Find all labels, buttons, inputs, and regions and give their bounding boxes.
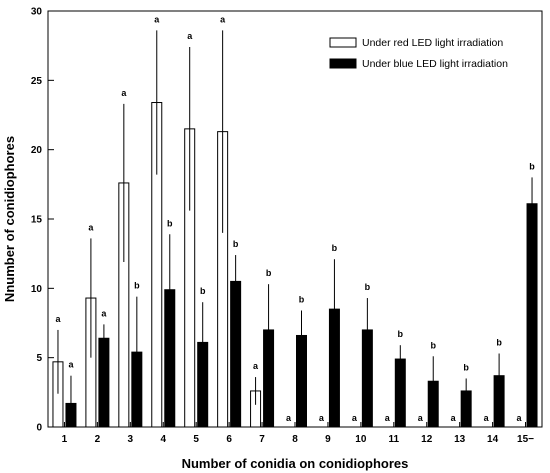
x-tick-label: 15− <box>517 434 534 445</box>
x-tick-label: 9 <box>325 434 331 445</box>
bar-blue-led <box>526 203 538 428</box>
x-tick-label: 8 <box>292 434 298 445</box>
legend-label-blue-led: Under blue LED light irradiation <box>362 58 508 70</box>
x-tick-label: 3 <box>128 434 134 445</box>
x-tick-label: 5 <box>193 434 199 445</box>
y-tick-label: 15 <box>31 215 43 226</box>
significance-letter: a <box>220 14 226 24</box>
significance-letter: b <box>200 286 206 296</box>
x-tick-label: 10 <box>355 434 367 445</box>
x-tick-label: 6 <box>226 434 232 445</box>
significance-letter: a <box>517 413 523 423</box>
significance-letter: b <box>134 281 140 291</box>
significance-letter: b <box>496 338 502 348</box>
significance-letter: b <box>332 243 338 253</box>
x-tick-label: 12 <box>421 434 433 445</box>
significance-letter: b <box>266 268 272 278</box>
legend-swatch-blue-led <box>329 58 357 69</box>
significance-letter: a <box>187 31 193 41</box>
x-tick-label: 14 <box>487 434 499 445</box>
x-tick-label: 7 <box>259 434 265 445</box>
y-tick-label: 25 <box>31 76 43 87</box>
legend: Under red LED light irradiation Under bl… <box>329 37 508 70</box>
significance-letter: b <box>167 218 173 228</box>
significance-letter: b <box>430 340 436 350</box>
significance-letter: a <box>88 222 94 232</box>
significance-letter: b <box>463 362 469 372</box>
significance-letter: b <box>233 239 239 249</box>
significance-letter: a <box>484 413 490 423</box>
y-tick-label: 20 <box>31 145 43 156</box>
significance-letter: b <box>365 282 371 292</box>
y-axis-ticks: 0 5 10 15 20 25 30 <box>31 7 54 434</box>
x-tick-label: 11 <box>389 434 400 445</box>
significance-letter: a <box>121 88 127 98</box>
x-tick-label: 1 <box>62 434 68 445</box>
significance-letter: b <box>398 329 404 339</box>
significance-letter: a <box>154 14 160 24</box>
significance-letter: a <box>68 360 74 370</box>
x-tick-label: 4 <box>160 434 166 445</box>
significance-letter: a <box>101 308 107 318</box>
x-tick-label: 2 <box>95 434 101 445</box>
x-axis-ticks: 1 2 3 4 5 6 7 8 9 10 11 12 13 14 15− <box>62 422 534 445</box>
significance-letter: a <box>352 413 358 423</box>
legend-swatch-red-led <box>329 37 357 48</box>
significance-letter: a <box>451 413 457 423</box>
significance-letter: a <box>385 413 391 423</box>
legend-label-red-led: Under red LED light irradiation <box>362 37 503 49</box>
y-tick-label: 30 <box>31 7 43 18</box>
x-axis-title: Number of conidia on conidiophores <box>182 456 409 471</box>
x-tick-label: 13 <box>454 434 466 445</box>
y-tick-label: 10 <box>31 284 43 295</box>
significance-letter: a <box>418 413 424 423</box>
y-tick-label: 0 <box>36 423 42 434</box>
significance-letter: a <box>253 361 259 371</box>
significance-letter: b <box>529 161 535 171</box>
y-tick-label: 5 <box>36 353 42 364</box>
significance-letter: a <box>55 314 61 324</box>
y-axis-title: Nnumber of conidiophores <box>2 136 17 302</box>
bars-layer: a a a a a b a b a b a b a b a b a b a b a b a b a b a b a b <box>52 14 538 428</box>
significance-letter: a <box>286 413 292 423</box>
significance-letter: b <box>299 295 305 305</box>
significance-letter: a <box>319 413 325 423</box>
